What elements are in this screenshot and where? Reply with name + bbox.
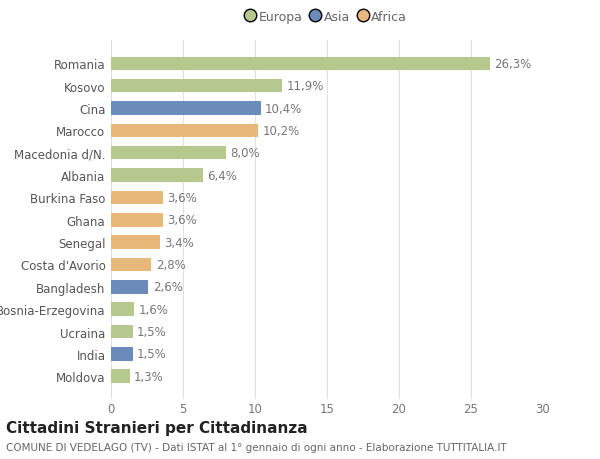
Bar <box>111 236 160 249</box>
Bar <box>111 280 148 294</box>
Text: 26,3%: 26,3% <box>494 58 531 71</box>
Text: 2,8%: 2,8% <box>155 258 185 271</box>
Bar <box>111 147 226 160</box>
Bar <box>111 124 258 138</box>
Bar <box>111 169 203 182</box>
Text: 2,6%: 2,6% <box>153 281 182 294</box>
Bar <box>111 258 151 272</box>
Text: 1,6%: 1,6% <box>139 303 168 316</box>
Bar <box>111 325 133 338</box>
Bar <box>111 347 133 361</box>
Bar <box>111 80 283 93</box>
Text: COMUNE DI VEDELAGO (TV) - Dati ISTAT al 1° gennaio di ogni anno - Elaborazione T: COMUNE DI VEDELAGO (TV) - Dati ISTAT al … <box>6 442 507 452</box>
Bar <box>111 303 134 316</box>
Text: 11,9%: 11,9% <box>287 80 324 93</box>
Text: 3,4%: 3,4% <box>164 236 194 249</box>
Bar <box>111 213 163 227</box>
Text: 3,6%: 3,6% <box>167 214 197 227</box>
Text: 1,3%: 1,3% <box>134 370 164 383</box>
Legend: Europa, Asia, Africa: Europa, Asia, Africa <box>244 7 410 28</box>
Text: Cittadini Stranieri per Cittadinanza: Cittadini Stranieri per Cittadinanza <box>6 420 308 435</box>
Text: 8,0%: 8,0% <box>230 147 260 160</box>
Bar <box>111 369 130 383</box>
Bar <box>111 57 490 71</box>
Bar <box>111 191 163 205</box>
Text: 1,5%: 1,5% <box>137 347 167 361</box>
Bar <box>111 102 261 116</box>
Text: 3,6%: 3,6% <box>167 191 197 205</box>
Text: 10,2%: 10,2% <box>262 125 299 138</box>
Text: 1,5%: 1,5% <box>137 325 167 338</box>
Text: 6,4%: 6,4% <box>208 169 238 182</box>
Text: 10,4%: 10,4% <box>265 102 302 115</box>
